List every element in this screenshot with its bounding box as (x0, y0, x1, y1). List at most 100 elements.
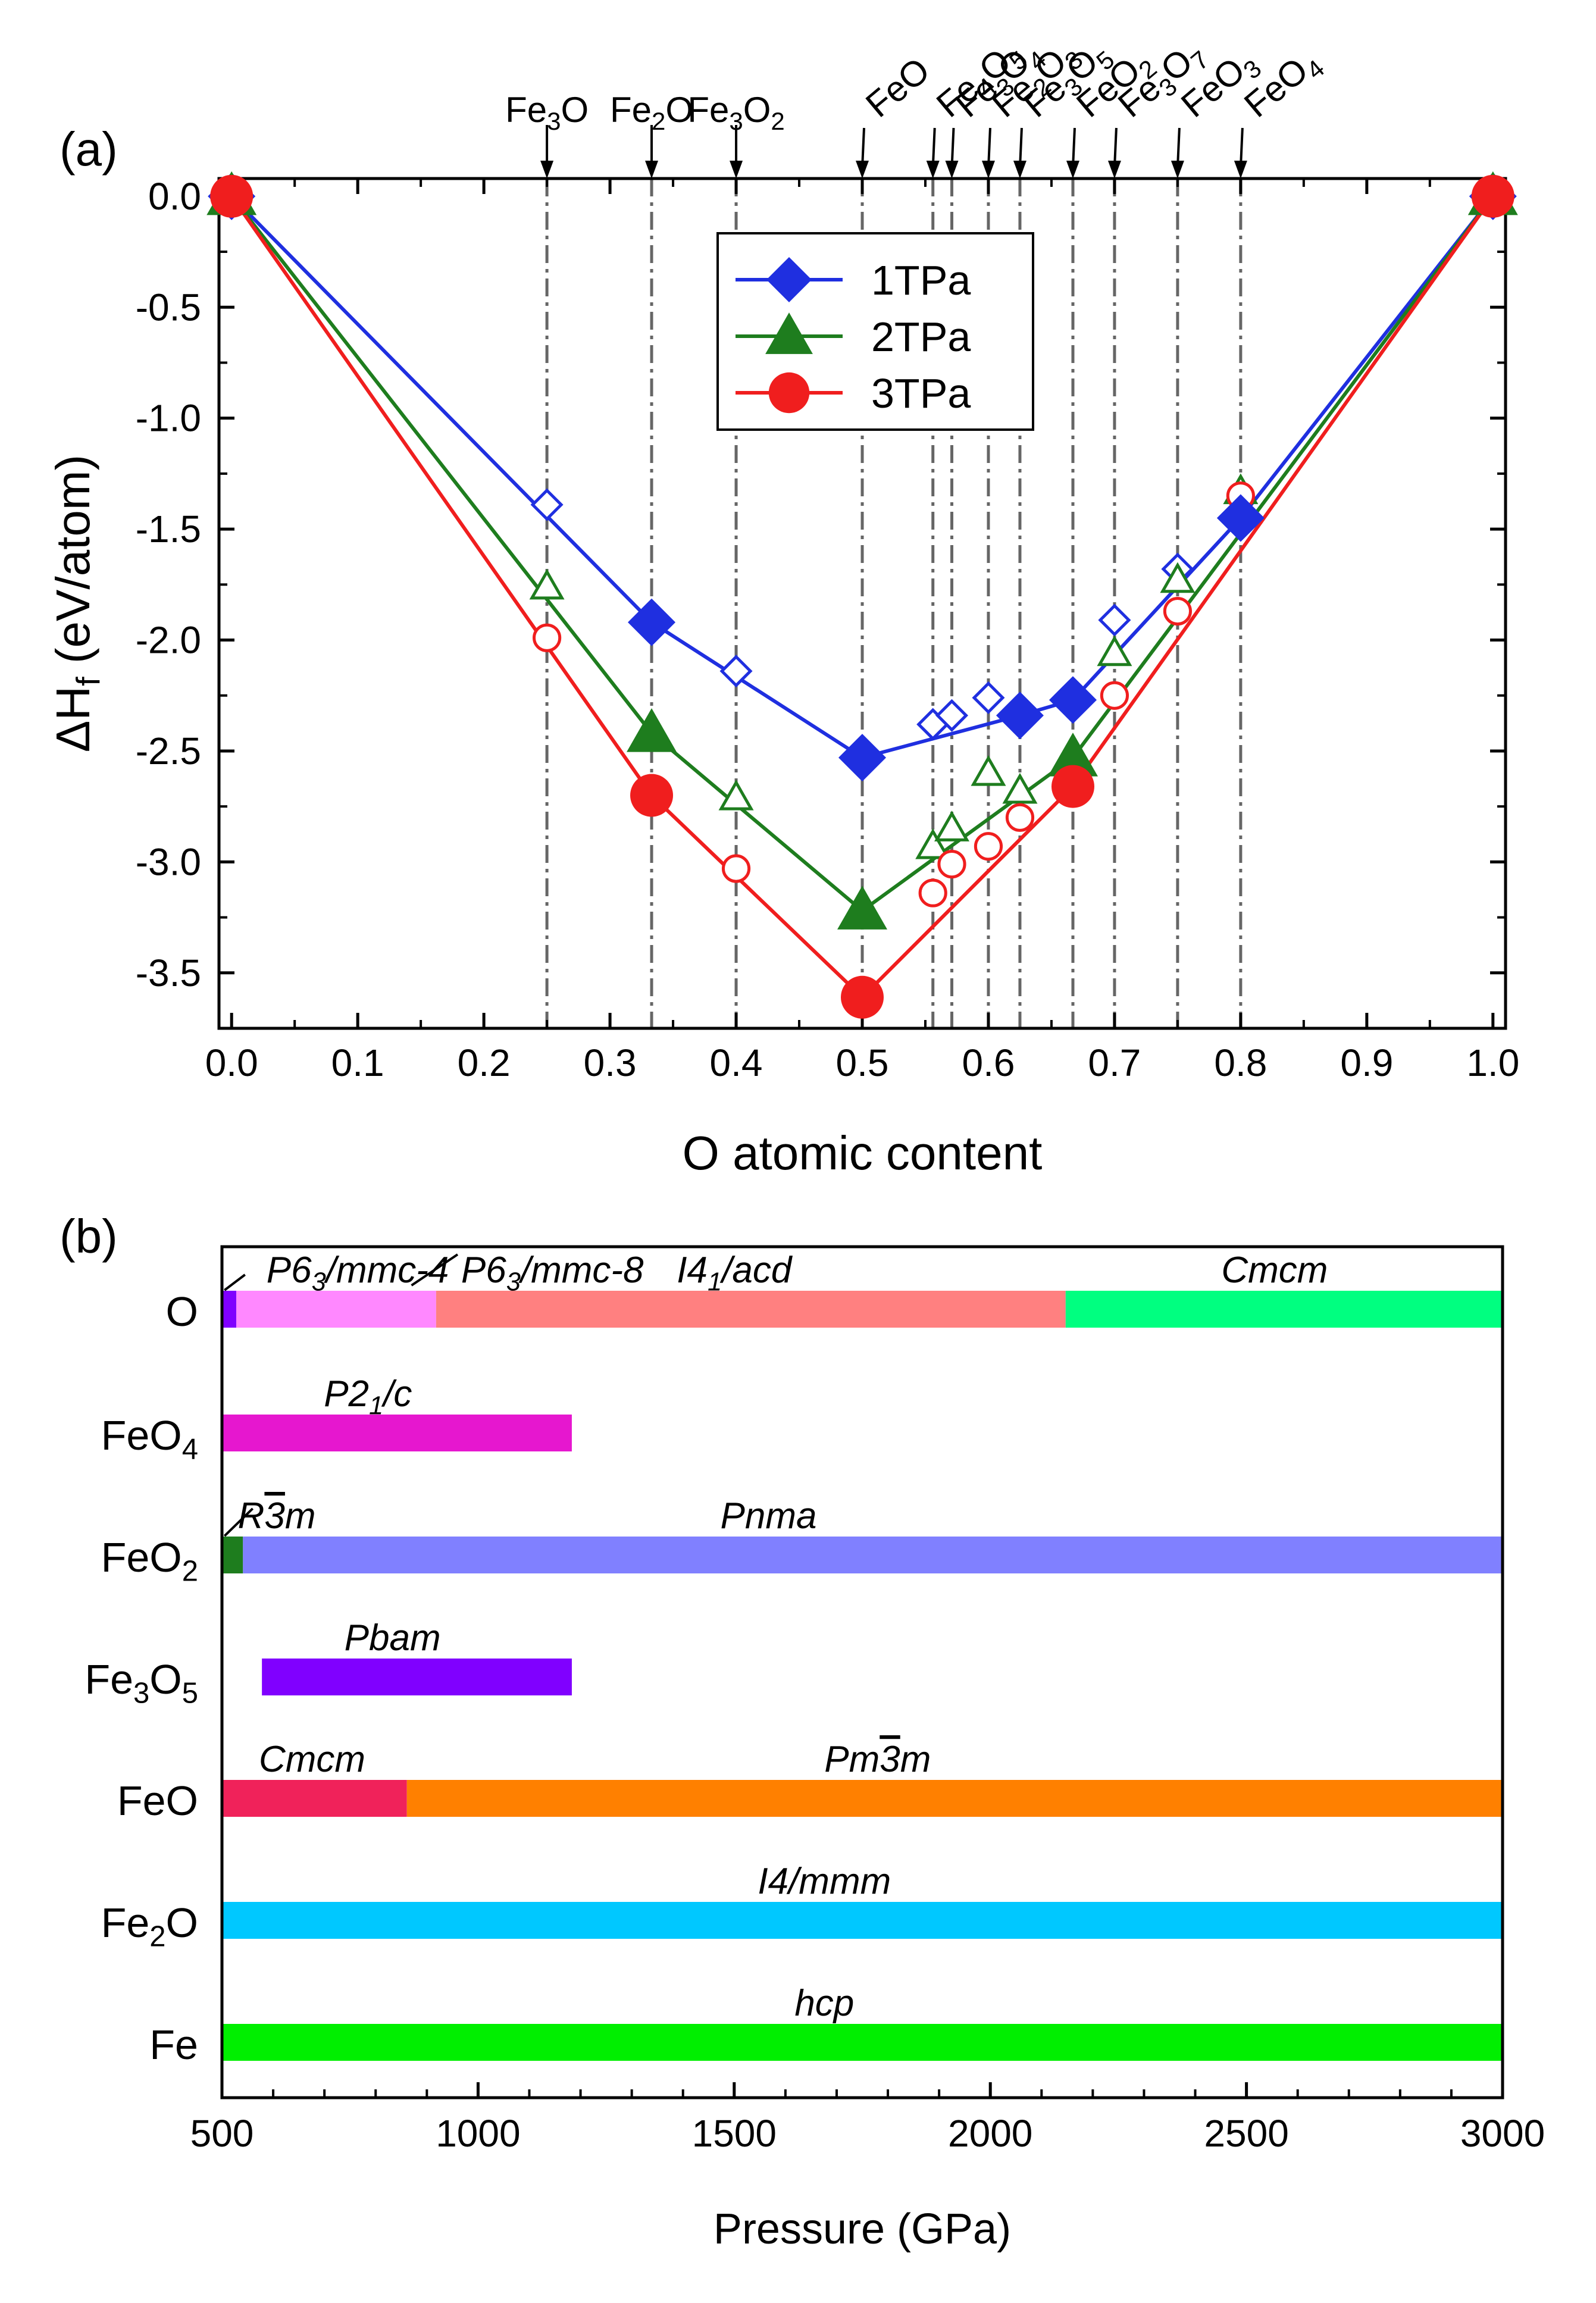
stable-point-2TPa (1047, 733, 1098, 777)
arrow-head (926, 161, 940, 179)
arrow-head (540, 161, 554, 179)
space-group-label: Pnma (720, 1495, 816, 1537)
metastable-point-3TPa (937, 849, 966, 879)
arrow-head (1234, 161, 1247, 179)
stable-point-1TPa (628, 598, 676, 646)
y-tick-label: -3.0 (136, 840, 201, 883)
space-group-label: Cmcm (1221, 1250, 1328, 1291)
space-group-label: Pm3m (824, 1739, 931, 1780)
arrow-head (645, 161, 659, 179)
y-tick-label: -1.5 (136, 508, 201, 550)
space-group-label: Pbam (345, 1617, 441, 1659)
y-tick-label: -2.5 (136, 730, 201, 772)
stable-point-2TPa (837, 885, 887, 930)
phase-row-label: FeO4 (101, 1412, 198, 1465)
phase-bar (222, 1902, 1503, 1939)
composition-label: FeO (858, 50, 937, 125)
composition-label: Fe2O (610, 90, 693, 135)
legend-marker (766, 257, 812, 302)
space-group-label: hcp (794, 1983, 854, 2024)
metastable-point-3TPa (532, 623, 562, 652)
phase-bar (236, 1291, 436, 1328)
metastable-point-3TPa (974, 832, 1003, 861)
stable-point-2TPa (627, 708, 677, 752)
metastable-point-2TPa (971, 755, 1006, 786)
space-group-label: I41/acd (677, 1250, 793, 1297)
arrow-head (1066, 161, 1079, 179)
x-tick-label: 2000 (948, 2112, 1032, 2155)
space-group-label: P63/mmc-4 (267, 1250, 449, 1297)
x-tick-label: 3000 (1460, 2112, 1545, 2155)
y-axis-label: ΔHf (eV/atom) (46, 455, 107, 752)
legend-marker (765, 312, 813, 354)
y-tick-label: -2.0 (136, 619, 201, 662)
x-tick-label: 0.4 (710, 1041, 763, 1084)
arrow-head (730, 161, 743, 179)
arrow-head (981, 161, 995, 179)
phase-bar (222, 1291, 237, 1328)
y-tick-label: -3.5 (136, 952, 201, 994)
phase-row-label: FeO2 (101, 1534, 198, 1587)
x-axis-label: O atomic content (683, 1127, 1043, 1179)
phase-row-label: Fe (149, 2022, 198, 2068)
plot-frame (220, 1245, 1504, 2099)
stable-point-3TPa (1051, 765, 1094, 808)
metastable-point-2TPa (1002, 772, 1038, 804)
stable-point-3TPa (1471, 174, 1514, 218)
metastable-point-3TPa (1163, 596, 1193, 626)
stable-point-3TPa (210, 174, 254, 218)
x-tick-label: 0.0 (205, 1041, 258, 1084)
phase-bar (406, 1780, 1503, 1817)
annotation-leader (223, 1507, 254, 1537)
x-tick-label: 2500 (1204, 2112, 1288, 2155)
metastable-point-1TPa (530, 488, 564, 521)
panel-label-b: (b) (60, 1210, 118, 1263)
arrow-head (1171, 161, 1184, 179)
metastable-point-2TPa (1097, 635, 1132, 667)
metastable-point-3TPa (721, 854, 751, 883)
arrow-head (856, 161, 869, 179)
stable-point-1TPa (1216, 494, 1265, 542)
metastable-point-1TPa (935, 699, 969, 732)
x-tick-label: 1500 (692, 2112, 777, 2155)
phase-row-label: Fe3O5 (85, 1656, 198, 1709)
y-tick-label: 0.0 (148, 175, 201, 218)
phase-stability-chart: O FeO4 FeO2 Fe3O5 FeO Fe2O Fe P63/mmc-4 P63/mmc-… (85, 1245, 1545, 2253)
space-group-label: I4/mmm (758, 1861, 891, 1902)
phase-bar (222, 1415, 572, 1451)
y-tick-label: -0.5 (136, 286, 201, 328)
annotation-leader (411, 1253, 459, 1287)
space-group-label: P63/mmc-8 (461, 1250, 644, 1297)
metastable-point-1TPa (972, 681, 1005, 714)
phase-bar (222, 2024, 1503, 2061)
x-tick-label: 0.1 (331, 1041, 384, 1084)
metastable-point-1TPa (1098, 603, 1131, 637)
metastable-point-3TPa (918, 878, 947, 908)
space-group-label: P21/c (324, 1373, 412, 1420)
stable-point-1TPa (1049, 676, 1097, 724)
metastable-point-2TPa (1160, 562, 1196, 593)
legend-entry: 3TPa (871, 370, 971, 417)
panel-label-a: (a) (60, 123, 118, 176)
x-tick-label: 1.0 (1466, 1041, 1519, 1084)
arrow-head (1107, 161, 1121, 179)
composition-label: FeO4 (1237, 41, 1329, 129)
phase-bar (436, 1291, 1066, 1328)
phase-row-label: O (166, 1288, 198, 1335)
composition-label: Fe3O2 (687, 90, 784, 135)
x-tick-label: 0.5 (836, 1041, 889, 1084)
x-tick-label: 0.7 (1088, 1041, 1141, 1084)
metastable-point-2TPa (529, 568, 565, 600)
metastable-point-2TPa (718, 780, 754, 811)
metastable-point-3TPa (1005, 803, 1035, 832)
space-group-label: R3m (238, 1495, 316, 1537)
legend-marker (768, 372, 810, 414)
composition-label: Fe3O (505, 90, 589, 135)
phase-row-label: Fe2O (101, 1900, 198, 1952)
metastable-point-2TPa (934, 811, 970, 841)
space-group-label: Cmcm (259, 1739, 365, 1780)
arrow-head (1013, 161, 1027, 179)
phase-bar (262, 1659, 572, 1695)
stable-point-1TPa (838, 734, 886, 782)
